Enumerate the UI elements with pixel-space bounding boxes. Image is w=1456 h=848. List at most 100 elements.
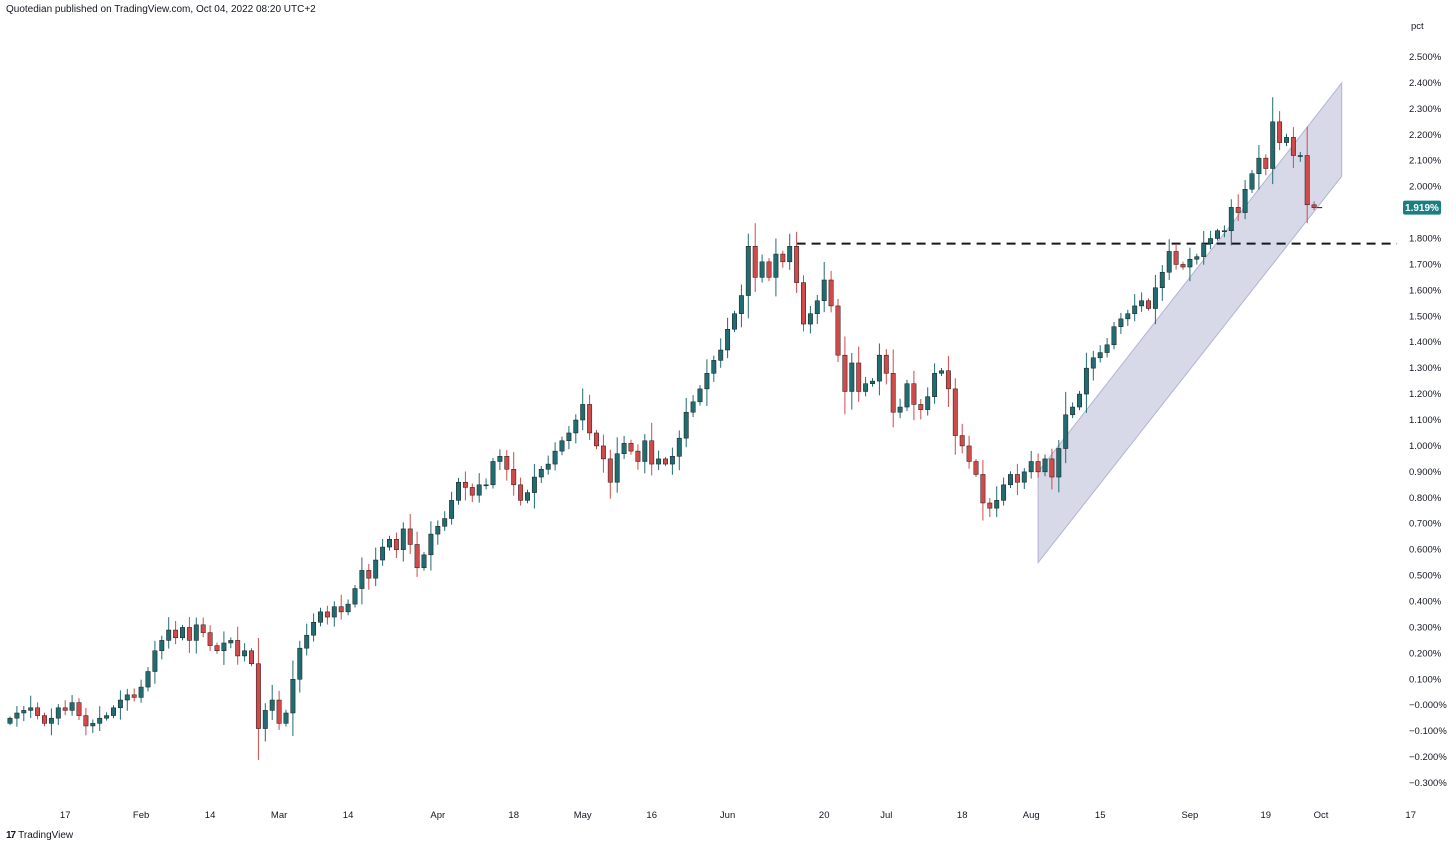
candle-body	[145, 671, 151, 688]
y-tick-label: 1.100%	[1409, 415, 1442, 426]
candle	[276, 690, 282, 730]
candle	[525, 489, 530, 504]
y-tick-label: 2.500%	[1409, 52, 1442, 63]
x-tick-label: 20	[819, 810, 830, 821]
candle-body	[69, 702, 75, 711]
x-tick-label: Jun	[720, 810, 735, 821]
candle-body	[1097, 352, 1103, 359]
candle	[552, 442, 558, 471]
candle-body	[1021, 471, 1027, 483]
x-tick-label: 14	[343, 810, 354, 821]
candle-body	[856, 362, 862, 392]
candle-body	[738, 295, 744, 314]
candle-body	[400, 528, 406, 550]
y-tick-label: −0.300%	[1409, 778, 1447, 789]
candle-body	[111, 707, 116, 716]
candle-body	[794, 246, 800, 283]
candle	[711, 355, 717, 382]
y-tick-label: 1.300%	[1409, 363, 1442, 374]
candle-body	[511, 469, 517, 486]
candle	[635, 444, 641, 470]
candle	[42, 712, 47, 727]
candle	[21, 705, 27, 722]
candle	[62, 700, 68, 716]
candle-body	[324, 611, 330, 618]
candle-body	[373, 559, 379, 579]
candle-body	[276, 699, 282, 724]
candle-body	[338, 606, 344, 613]
candle-body	[876, 354, 882, 382]
candle	[1249, 169, 1255, 193]
candle-body	[1014, 474, 1020, 483]
candle	[14, 705, 20, 727]
y-tick-label: 1.800%	[1409, 234, 1442, 245]
candle-body	[262, 710, 268, 729]
x-tick-label: Sep	[1181, 810, 1198, 821]
candle-body	[628, 443, 634, 452]
candle-body	[104, 715, 110, 719]
candle-body	[745, 246, 751, 296]
tradingview-footer: 17 TradingView	[6, 830, 73, 841]
candle	[318, 607, 323, 627]
y-tick-label: −0.100%	[1409, 726, 1447, 737]
candle	[766, 258, 772, 282]
candle	[1173, 244, 1179, 270]
candle	[1290, 127, 1296, 168]
candle-body	[1242, 188, 1248, 213]
candle	[283, 709, 289, 727]
candle-body	[883, 354, 889, 374]
candle-body	[359, 570, 365, 589]
candle	[821, 262, 827, 313]
chart-header: Quotedian published on TradingView.com, …	[6, 4, 316, 15]
candle	[814, 294, 820, 325]
candle-body	[55, 707, 61, 719]
candle-body	[980, 474, 986, 504]
candle-body	[221, 642, 227, 652]
candle	[973, 458, 979, 477]
candle-body	[780, 253, 786, 263]
candle	[1008, 471, 1013, 489]
candle	[897, 398, 903, 419]
candle	[994, 486, 1000, 518]
candle	[987, 498, 993, 518]
candle	[587, 394, 593, 440]
candle	[104, 712, 110, 721]
candle	[214, 642, 220, 654]
candle-body	[1049, 458, 1055, 478]
candle	[1152, 274, 1158, 325]
x-tick-label: 16	[646, 810, 657, 821]
candle-body	[1187, 258, 1193, 268]
candle-body	[952, 388, 958, 436]
candle	[890, 349, 896, 428]
candle	[580, 388, 586, 431]
candle	[745, 233, 751, 319]
candle	[207, 625, 213, 651]
candle-body	[1215, 230, 1220, 239]
candle-body	[1270, 121, 1276, 169]
candle-body	[331, 606, 337, 618]
candle-body	[663, 458, 668, 465]
candle	[738, 284, 744, 328]
candle	[1221, 225, 1227, 238]
candle	[428, 521, 434, 571]
candle-body	[642, 440, 648, 462]
y-tick-label: 2.100%	[1409, 156, 1442, 167]
candle-body	[1090, 357, 1096, 369]
candle-body	[870, 380, 875, 384]
candle	[925, 387, 931, 416]
candle-body	[393, 539, 399, 550]
candle	[801, 275, 806, 332]
candle	[193, 617, 199, 654]
candle	[407, 514, 413, 554]
candle	[835, 298, 841, 363]
candle-body	[635, 450, 641, 462]
candle-body	[725, 329, 731, 351]
candle	[1035, 453, 1041, 478]
candle	[1049, 448, 1055, 490]
candle-body	[35, 707, 41, 716]
y-tick-label: 0.400%	[1409, 597, 1442, 608]
y-tick-label: 0.700%	[1409, 519, 1442, 530]
x-tick-label: 18	[508, 810, 519, 821]
candle	[918, 398, 924, 420]
